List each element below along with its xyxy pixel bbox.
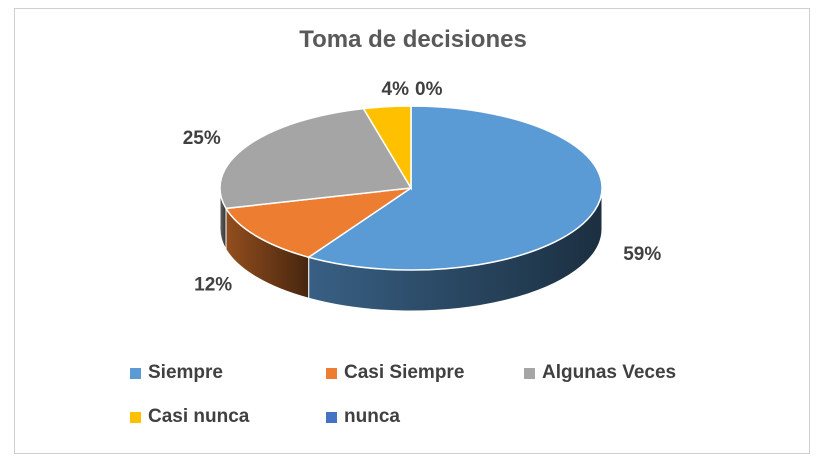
legend-item-algunas-veces: Algunas Veces [524,362,676,384]
pie-tops [219,105,603,271]
legend-item-nunca: nunca [326,406,400,428]
legend-item-siempre: Siempre [130,362,223,384]
legend-item-casi-nunca: Casi nunca [130,406,249,428]
legend-label: Siempre [148,362,223,383]
data-label-algunas-veces: 25% [183,128,221,149]
pie-slice-algunas-veces [219,107,413,210]
legend-label: Algunas Veces [542,362,677,383]
legend-swatch [130,411,141,423]
data-labels: 59% 12% 25% 4% 0% [183,79,662,296]
legend-swatch [130,367,141,379]
data-label-nunca: 0% [415,79,443,100]
data-label-siempre: 59% [623,244,661,265]
data-label-casi-nunca: 4% [382,79,410,100]
pie-slice-siempre [306,105,603,271]
legend-item-casi-siempre: Casi Siempre [326,362,464,384]
data-label-casi-siempre: 12% [194,275,232,296]
pie-slice-casi-siempre [224,187,412,259]
legend-swatch [524,367,535,379]
legend-swatch [326,367,337,379]
legend-label: nunca [344,406,400,427]
pie-slice-casi-nunca [362,105,412,191]
legend-swatch [326,411,337,423]
chart-title: Toma de decisiones [299,26,527,53]
legend-label: Casi Siempre [344,362,465,383]
legend-label: Casi nunca [148,406,250,427]
